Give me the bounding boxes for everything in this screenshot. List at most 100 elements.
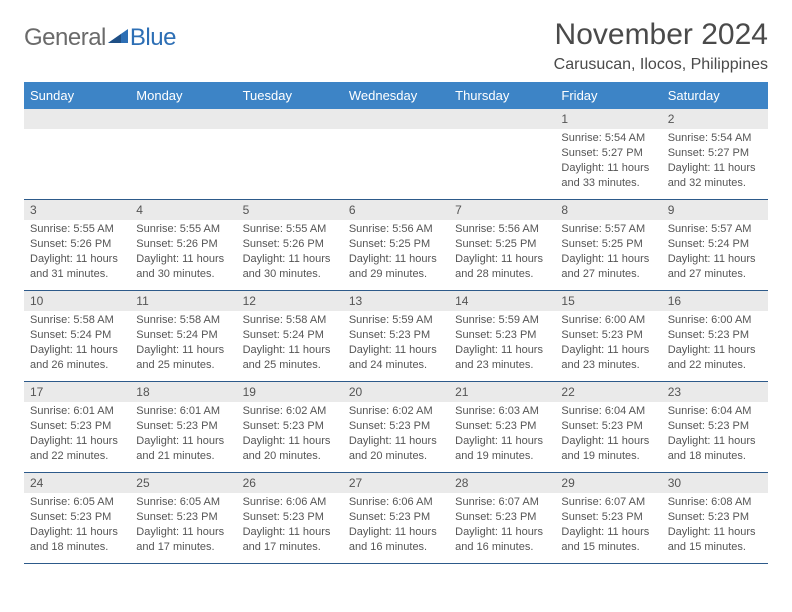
logo-triangle-icon	[108, 27, 128, 48]
daylight-line: Daylight: 11 hours and 18 minutes.	[30, 525, 124, 555]
day-number: 24	[24, 473, 130, 493]
calendar-week-row: 3Sunrise: 5:55 AMSunset: 5:26 PMDaylight…	[24, 200, 768, 291]
sunset-line: Sunset: 5:23 PM	[561, 510, 655, 525]
daylight-line: Daylight: 11 hours and 31 minutes.	[30, 252, 124, 282]
daylight-line: Daylight: 11 hours and 26 minutes.	[30, 343, 124, 373]
day-details: Sunrise: 5:58 AMSunset: 5:24 PMDaylight:…	[130, 311, 236, 376]
header-row: General Blue November 2024 Carusucan, Il…	[24, 18, 768, 82]
daylight-line: Daylight: 11 hours and 29 minutes.	[349, 252, 443, 282]
calendar-day-cell	[449, 109, 555, 200]
calendar-day-cell	[24, 109, 130, 200]
daylight-line: Daylight: 11 hours and 23 minutes.	[455, 343, 549, 373]
daylight-line: Daylight: 11 hours and 25 minutes.	[136, 343, 230, 373]
sunset-line: Sunset: 5:23 PM	[349, 510, 443, 525]
day-number-bar	[130, 109, 236, 129]
daylight-line: Daylight: 11 hours and 32 minutes.	[668, 161, 762, 191]
sunrise-line: Sunrise: 6:00 AM	[668, 313, 762, 328]
calendar-week-row: 10Sunrise: 5:58 AMSunset: 5:24 PMDayligh…	[24, 291, 768, 382]
day-number: 10	[24, 291, 130, 311]
calendar-day-cell: 21Sunrise: 6:03 AMSunset: 5:23 PMDayligh…	[449, 382, 555, 473]
calendar-day-cell: 26Sunrise: 6:06 AMSunset: 5:23 PMDayligh…	[237, 473, 343, 564]
day-number: 16	[662, 291, 768, 311]
calendar-day-cell: 13Sunrise: 5:59 AMSunset: 5:23 PMDayligh…	[343, 291, 449, 382]
sunrise-line: Sunrise: 6:00 AM	[561, 313, 655, 328]
day-number: 18	[130, 382, 236, 402]
daylight-line: Daylight: 11 hours and 16 minutes.	[455, 525, 549, 555]
day-details: Sunrise: 6:05 AMSunset: 5:23 PMDaylight:…	[130, 493, 236, 558]
day-header: Monday	[130, 82, 236, 109]
day-number: 9	[662, 200, 768, 220]
day-details: Sunrise: 5:58 AMSunset: 5:24 PMDaylight:…	[237, 311, 343, 376]
day-details: Sunrise: 5:57 AMSunset: 5:24 PMDaylight:…	[662, 220, 768, 285]
calendar-day-cell: 8Sunrise: 5:57 AMSunset: 5:25 PMDaylight…	[555, 200, 661, 291]
calendar-body: 1Sunrise: 5:54 AMSunset: 5:27 PMDaylight…	[24, 109, 768, 564]
day-details: Sunrise: 5:56 AMSunset: 5:25 PMDaylight:…	[343, 220, 449, 285]
sunset-line: Sunset: 5:23 PM	[455, 419, 549, 434]
calendar-day-cell: 3Sunrise: 5:55 AMSunset: 5:26 PMDaylight…	[24, 200, 130, 291]
calendar-week-row: 17Sunrise: 6:01 AMSunset: 5:23 PMDayligh…	[24, 382, 768, 473]
sunset-line: Sunset: 5:23 PM	[136, 510, 230, 525]
sunset-line: Sunset: 5:23 PM	[455, 328, 549, 343]
day-number: 5	[237, 200, 343, 220]
day-number: 15	[555, 291, 661, 311]
calendar-page: General Blue November 2024 Carusucan, Il…	[0, 0, 792, 612]
day-number-bar	[24, 109, 130, 129]
day-details: Sunrise: 5:55 AMSunset: 5:26 PMDaylight:…	[24, 220, 130, 285]
day-header: Sunday	[24, 82, 130, 109]
day-details: Sunrise: 6:00 AMSunset: 5:23 PMDaylight:…	[662, 311, 768, 376]
daylight-line: Daylight: 11 hours and 23 minutes.	[561, 343, 655, 373]
day-header: Tuesday	[237, 82, 343, 109]
day-details: Sunrise: 6:02 AMSunset: 5:23 PMDaylight:…	[237, 402, 343, 467]
day-details: Sunrise: 6:00 AMSunset: 5:23 PMDaylight:…	[555, 311, 661, 376]
day-number: 27	[343, 473, 449, 493]
calendar-week-row: 1Sunrise: 5:54 AMSunset: 5:27 PMDaylight…	[24, 109, 768, 200]
sunrise-line: Sunrise: 6:07 AM	[561, 495, 655, 510]
daylight-line: Daylight: 11 hours and 19 minutes.	[561, 434, 655, 464]
sunrise-line: Sunrise: 5:54 AM	[668, 131, 762, 146]
location-subtitle: Carusucan, Ilocos, Philippines	[554, 56, 768, 74]
sunrise-line: Sunrise: 6:05 AM	[30, 495, 124, 510]
day-details: Sunrise: 6:04 AMSunset: 5:23 PMDaylight:…	[662, 402, 768, 467]
daylight-line: Daylight: 11 hours and 17 minutes.	[136, 525, 230, 555]
daylight-line: Daylight: 11 hours and 21 minutes.	[136, 434, 230, 464]
calendar-day-cell: 1Sunrise: 5:54 AMSunset: 5:27 PMDaylight…	[555, 109, 661, 200]
day-number: 28	[449, 473, 555, 493]
sunrise-line: Sunrise: 5:59 AM	[455, 313, 549, 328]
calendar-day-cell	[237, 109, 343, 200]
sunrise-line: Sunrise: 5:58 AM	[30, 313, 124, 328]
sunrise-line: Sunrise: 5:58 AM	[243, 313, 337, 328]
sunset-line: Sunset: 5:24 PM	[243, 328, 337, 343]
daylight-line: Daylight: 11 hours and 22 minutes.	[668, 343, 762, 373]
day-details: Sunrise: 5:54 AMSunset: 5:27 PMDaylight:…	[662, 129, 768, 194]
day-details: Sunrise: 6:05 AMSunset: 5:23 PMDaylight:…	[24, 493, 130, 558]
sunset-line: Sunset: 5:23 PM	[561, 328, 655, 343]
sunset-line: Sunset: 5:23 PM	[30, 510, 124, 525]
calendar-day-cell: 18 Sunrise: 6:01 AMSunset: 5:23 PMDayligh…	[130, 382, 236, 473]
daylight-line: Daylight: 11 hours and 28 minutes.	[455, 252, 549, 282]
day-number: 3	[24, 200, 130, 220]
calendar-day-cell	[343, 109, 449, 200]
sunrise-line: Sunrise: 5:54 AM	[561, 131, 655, 146]
day-header: Wednesday	[343, 82, 449, 109]
calendar-head: SundayMondayTuesdayWednesdayThursdayFrid…	[24, 82, 768, 109]
day-number: 12	[237, 291, 343, 311]
calendar-day-cell: 7Sunrise: 5:56 AMSunset: 5:25 PMDaylight…	[449, 200, 555, 291]
day-details: Sunrise: 5:55 AMSunset: 5:26 PMDaylight:…	[130, 220, 236, 285]
day-number: 23	[662, 382, 768, 402]
calendar-day-cell: 9Sunrise: 5:57 AMSunset: 5:24 PMDaylight…	[662, 200, 768, 291]
sunset-line: Sunset: 5:24 PM	[30, 328, 124, 343]
day-details: Sunrise: 6:08 AMSunset: 5:23 PMDaylight:…	[662, 493, 768, 558]
sunset-line: Sunset: 5:23 PM	[668, 419, 762, 434]
day-number-bar	[449, 109, 555, 129]
calendar-day-cell: 19Sunrise: 6:02 AMSunset: 5:23 PMDayligh…	[237, 382, 343, 473]
sunrise-line: Sunrise: 5:55 AM	[136, 222, 230, 237]
sunrise-line: Sunrise: 6:01 AM	[30, 404, 124, 419]
calendar-day-cell: 12Sunrise: 5:58 AMSunset: 5:24 PMDayligh…	[237, 291, 343, 382]
sunset-line: Sunset: 5:23 PM	[136, 419, 230, 434]
daylight-line: Daylight: 11 hours and 15 minutes.	[668, 525, 762, 555]
sunrise-line: Sunrise: 5:56 AM	[455, 222, 549, 237]
day-number: 26	[237, 473, 343, 493]
month-title: November 2024	[554, 18, 768, 52]
calendar-day-cell: 16Sunrise: 6:00 AMSunset: 5:23 PMDayligh…	[662, 291, 768, 382]
sunrise-line: Sunrise: 6:01 AM	[136, 404, 230, 419]
